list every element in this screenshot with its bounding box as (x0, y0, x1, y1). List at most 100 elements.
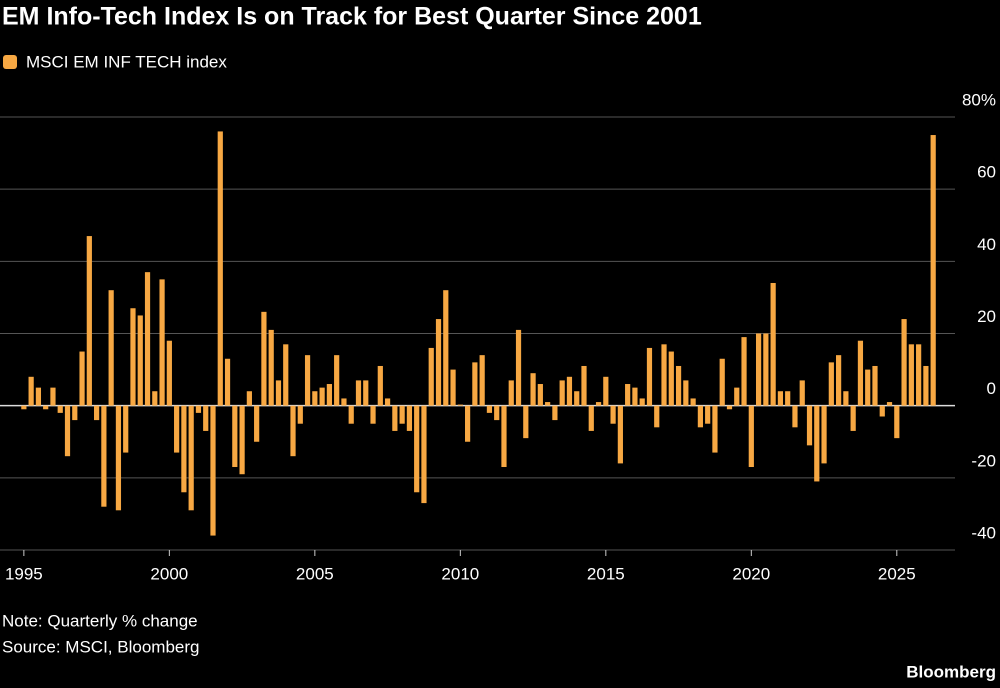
bar (916, 344, 922, 406)
bar (857, 340, 864, 406)
x-tick-label: 2000 (150, 564, 188, 583)
bar (508, 380, 514, 406)
bar (341, 398, 347, 406)
bar (275, 380, 282, 406)
bar (64, 405, 71, 457)
bar (108, 290, 114, 406)
bar (239, 405, 245, 475)
bar (683, 380, 689, 406)
bar (755, 333, 762, 406)
bar (581, 365, 587, 406)
bar (770, 282, 776, 406)
bar (174, 405, 180, 453)
bar (50, 387, 56, 406)
x-tick-label: 2015 (587, 564, 625, 583)
bar (814, 405, 820, 482)
bar (697, 405, 703, 428)
bar (886, 402, 893, 406)
bar (21, 405, 27, 410)
bar (166, 340, 172, 406)
y-tick-label: 60 (977, 163, 996, 182)
bar (79, 351, 85, 406)
bar (646, 347, 653, 406)
bar (821, 405, 827, 464)
bar (566, 376, 573, 406)
bar (734, 387, 740, 406)
bar (545, 402, 551, 406)
bar (705, 405, 711, 424)
bar (28, 376, 34, 406)
legend-label: MSCI EM INF TECH index (26, 52, 227, 71)
bar (35, 387, 42, 406)
bar (457, 404, 463, 406)
bar (188, 405, 194, 511)
bar (515, 329, 522, 406)
bar (588, 405, 594, 431)
bar (261, 311, 267, 406)
bar (617, 405, 623, 464)
bar (297, 405, 303, 424)
bar (632, 387, 638, 406)
bar (748, 405, 754, 468)
bar (290, 405, 296, 457)
x-tick-label: 2025 (878, 564, 916, 583)
x-tick-label: 2005 (296, 564, 334, 583)
bar (661, 344, 667, 406)
bar (799, 380, 805, 406)
bar (421, 405, 427, 504)
bar (494, 405, 500, 421)
bar (843, 391, 849, 406)
bar (224, 358, 231, 406)
bar (726, 405, 733, 410)
bar (159, 279, 165, 406)
bar (472, 362, 478, 406)
y-tick-label: -40 (971, 523, 996, 542)
bar (319, 387, 325, 406)
bar (479, 355, 485, 406)
bar (72, 405, 78, 421)
bar (465, 405, 471, 442)
bar (43, 405, 49, 410)
bar (101, 405, 107, 507)
bar (392, 405, 398, 431)
bar (894, 405, 900, 439)
bar (712, 405, 718, 453)
bar (501, 405, 507, 468)
bar (639, 398, 645, 406)
bar (785, 391, 791, 406)
bar (610, 405, 616, 424)
bar (865, 369, 871, 406)
bar (901, 319, 907, 406)
bar (836, 355, 842, 406)
y-tick-label: 20 (977, 307, 996, 326)
bar (763, 333, 769, 406)
y-tick-label: -20 (971, 451, 996, 470)
bar (283, 344, 289, 406)
y-tick-label: 0 (987, 379, 996, 398)
bar (203, 405, 209, 431)
bar (246, 391, 252, 406)
bar (930, 135, 936, 406)
bar (435, 319, 442, 406)
bar (450, 369, 456, 406)
legend-swatch (3, 55, 17, 69)
bar (603, 376, 609, 406)
chart-title: EM Info-Tech Index Is on Track for Best … (2, 3, 702, 31)
x-tick-label: 2010 (441, 564, 479, 583)
bar (792, 405, 798, 428)
bar (130, 308, 136, 406)
bar (137, 315, 143, 406)
bar (559, 380, 565, 406)
bar (86, 236, 92, 406)
bar (668, 351, 674, 406)
bar (523, 405, 529, 439)
bar (719, 358, 725, 406)
bar (348, 405, 354, 424)
bar (654, 405, 660, 428)
bar (326, 384, 332, 406)
bar (406, 405, 413, 431)
bar (57, 405, 63, 413)
bar (399, 405, 405, 424)
bar (268, 329, 274, 406)
